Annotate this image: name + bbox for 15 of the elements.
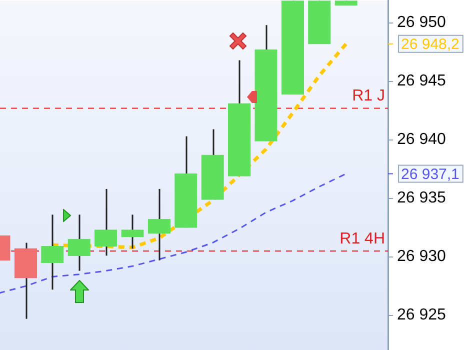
y-tick-label: 26 935 — [397, 190, 446, 207]
ref-line-label: R1 J — [352, 88, 385, 105]
y-tick-label: 26 950 — [397, 14, 446, 32]
candlestick — [94, 188, 118, 256]
y-tick-label: 26 930 — [397, 248, 446, 266]
candlestick — [68, 214, 90, 272]
y-tick-label: 26 945 — [397, 72, 446, 90]
y-tick-label: 26 940 — [397, 131, 446, 148]
candlestick — [148, 188, 171, 262]
candlestick — [41, 214, 64, 290]
text: 26 948,2 — [401, 36, 460, 54]
text: 26 937,1 — [401, 166, 460, 183]
ref-line-label: R1 4H — [340, 230, 385, 248]
candlestick — [121, 214, 144, 250]
y-tick-label: 26 925 — [397, 306, 446, 324]
